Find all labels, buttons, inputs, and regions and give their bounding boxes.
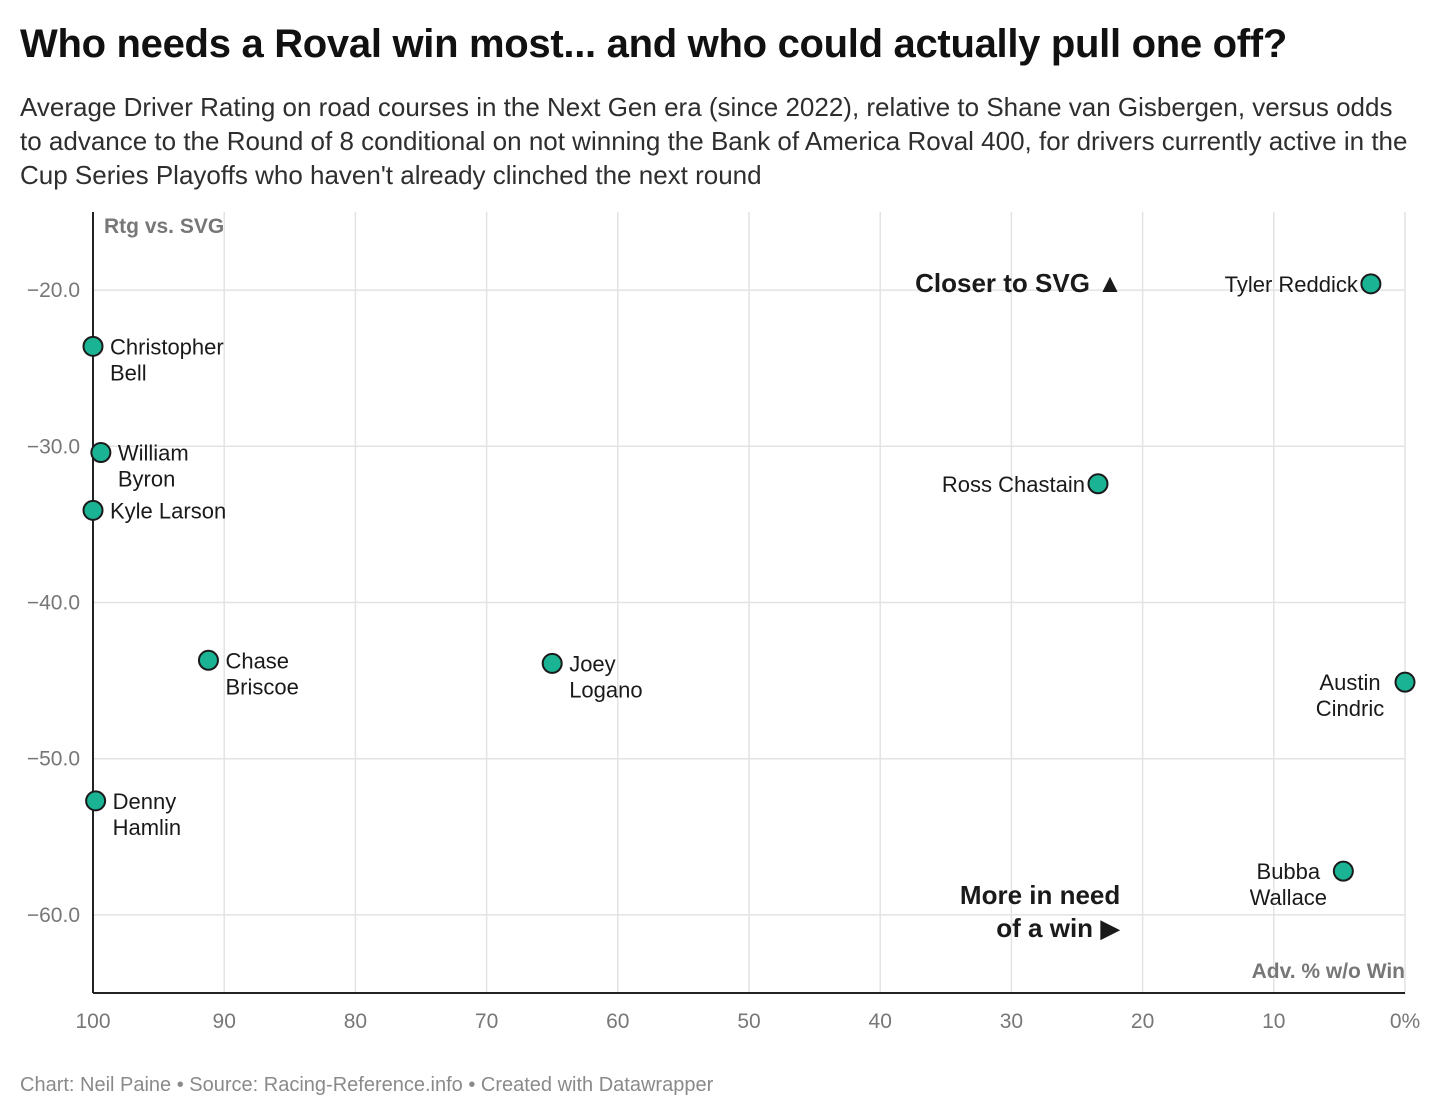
point-labels: Tyler Reddick Christopher Bell William Byron… (110, 272, 1384, 910)
point-label: Tyler Reddick (1225, 272, 1359, 297)
x-tick-label: 20 (1131, 1010, 1154, 1033)
data-point (1087, 473, 1109, 495)
point-label: Bubba Wallace (1250, 859, 1327, 910)
point-label: Austin Cindric (1316, 670, 1384, 721)
x-tick-label: 0% (1390, 1010, 1420, 1033)
point-label: Ross Chastain (942, 472, 1085, 497)
point-label: Christopher Bell (110, 334, 224, 385)
x-tick-label: 90 (213, 1010, 236, 1033)
data-point (197, 649, 219, 671)
data-point (82, 499, 104, 521)
data-point (85, 790, 107, 812)
data-points (82, 273, 1416, 882)
x-tick-label: 100 (75, 1010, 110, 1033)
x-tick-label: 50 (737, 1010, 760, 1033)
gridlines (93, 212, 1406, 993)
x-tick-label: 70 (475, 1010, 498, 1033)
annotation-label: Closer to SVG ▲ (915, 268, 1123, 298)
y-tick-label: −40.0 (27, 592, 80, 615)
x-tick-label: 80 (344, 1010, 367, 1033)
chart-footer: Chart: Neil Paine • Source: Racing-Refer… (20, 1074, 714, 1096)
chart-subtitle: Average Driver Rating on road courses in… (20, 92, 1408, 190)
data-point (1332, 860, 1354, 882)
point-label: Kyle Larson (110, 498, 226, 523)
x-tick-label: 30 (1000, 1010, 1023, 1033)
y-tick-label: −20.0 (27, 279, 80, 302)
y-tick-label: −50.0 (27, 748, 80, 771)
data-point (1394, 671, 1416, 693)
x-tick-label: 10 (1262, 1010, 1285, 1033)
y-tick-label: −30.0 (27, 435, 80, 458)
data-point (90, 442, 112, 464)
chart-title: Who needs a Roval win most... and who co… (20, 22, 1287, 66)
x-tick-label: 40 (869, 1010, 892, 1033)
annotations: Closer to SVG ▲ More in need of a win ▶ (915, 268, 1123, 943)
data-point (1360, 273, 1382, 295)
y-tick-label: −60.0 (27, 904, 80, 927)
point-label: William Byron (118, 441, 189, 492)
point-label: Chase Briscoe (225, 648, 298, 699)
tick-labels: 100 90 80 70 60 50 40 30 20 10 0% −20.0 −30.0 −40.0 −5… (27, 215, 1420, 1033)
annotation-label: More in need of a win ▶ (960, 880, 1120, 943)
y-axis-title: Rtg vs. SVG (104, 215, 224, 238)
data-point (82, 335, 104, 357)
x-axis-title: Adv. % w/o Win (1252, 960, 1405, 983)
point-label: Joey Logano (569, 651, 642, 702)
data-point (541, 652, 563, 674)
x-tick-label: 60 (606, 1010, 629, 1033)
point-label: Denny Hamlin (113, 789, 181, 840)
